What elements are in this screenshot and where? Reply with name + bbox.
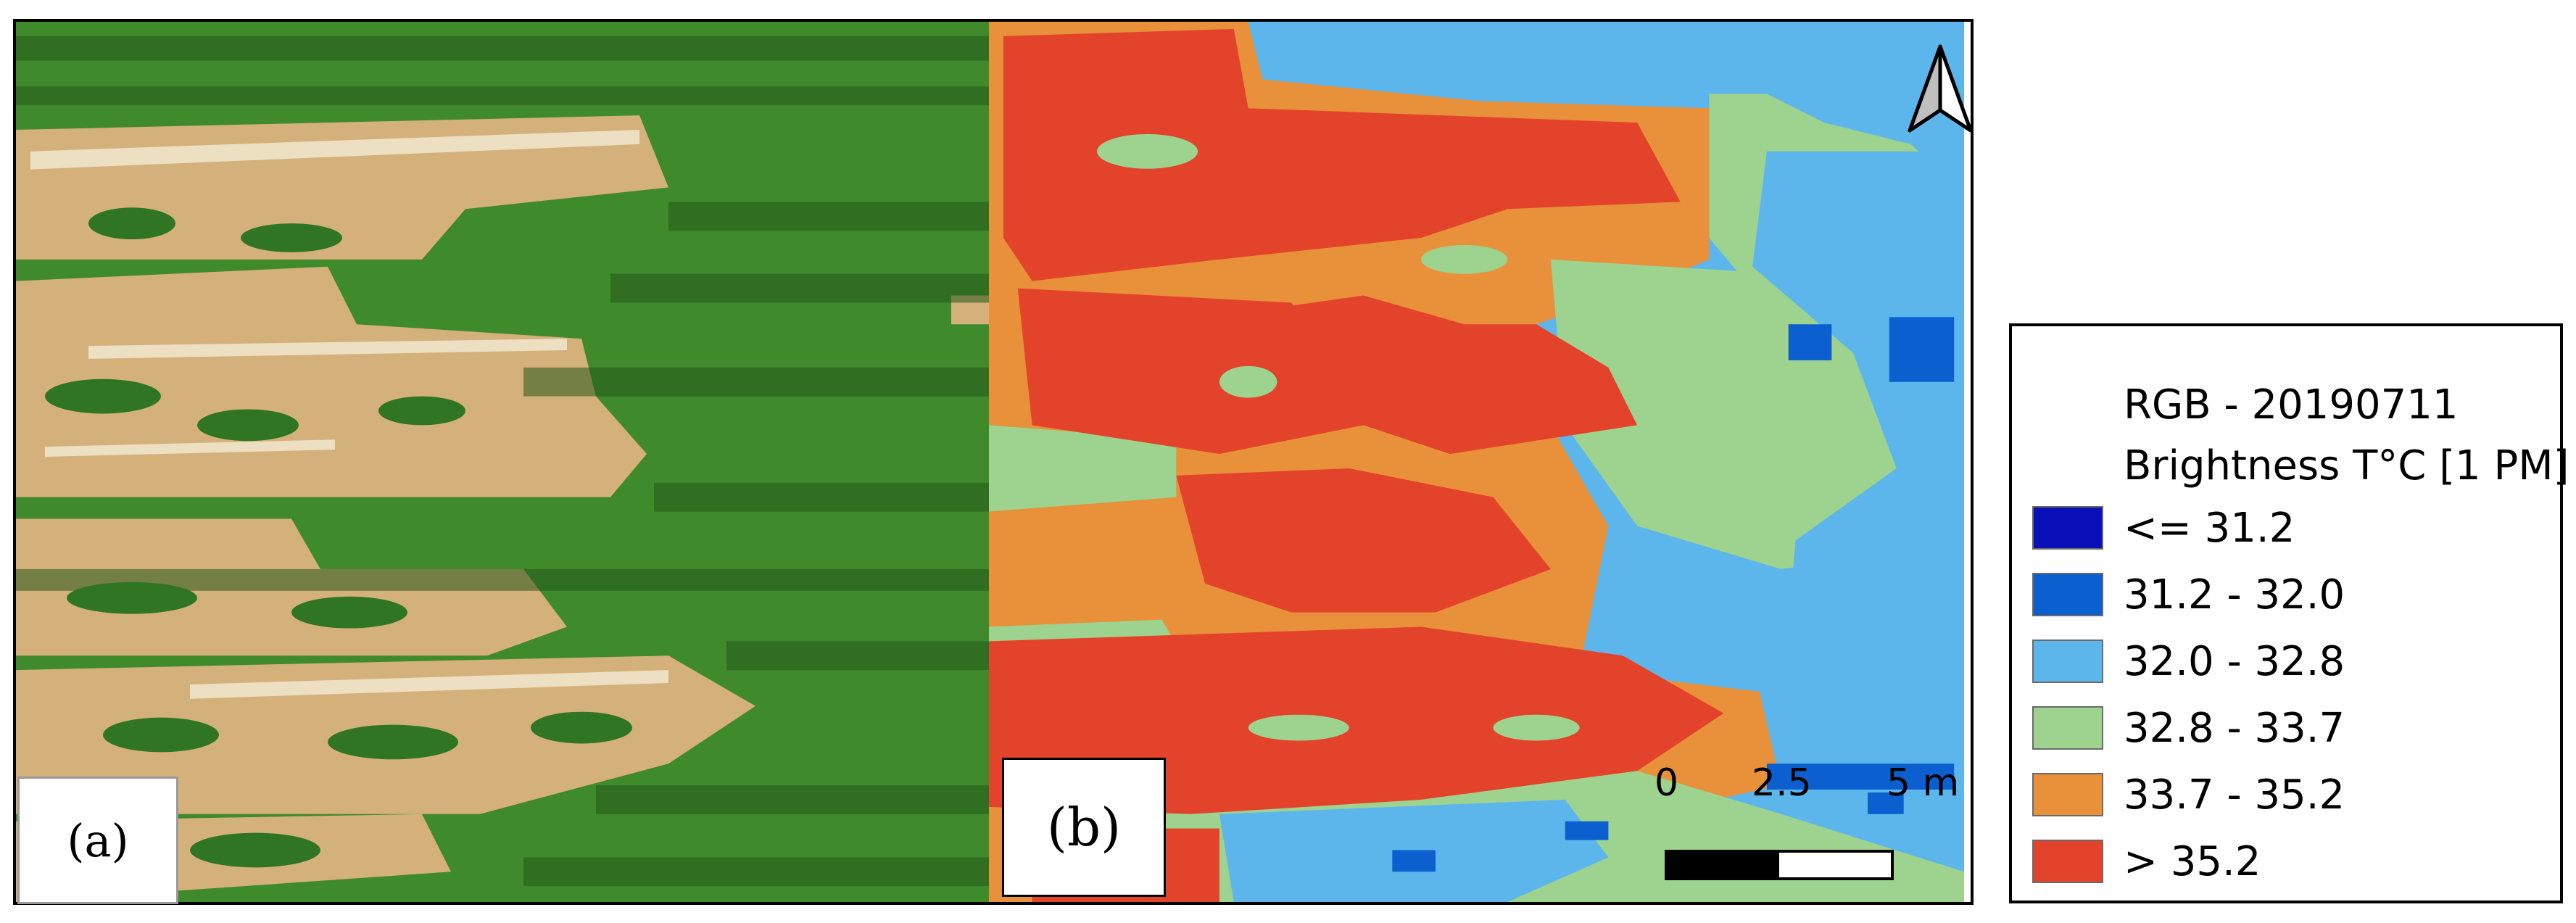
scale-tick-0: 0 <box>1654 761 1679 805</box>
legend-swatch <box>2032 573 2103 616</box>
legend-item: 32.0 - 32.8 <box>2032 637 2345 685</box>
cooler-spots <box>1097 133 1580 741</box>
legend-swatch <box>2032 773 2103 816</box>
legend-label: 31.2 - 32.0 <box>2124 571 2345 618</box>
tractor-tracks <box>30 130 668 699</box>
scale-tick-2-5: 2.5 <box>1752 761 1812 805</box>
legend-label: 32.8 - 33.7 <box>2124 704 2345 752</box>
legend-item: <= 31.2 <box>2032 504 2295 552</box>
legend-swatch <box>2032 640 2103 683</box>
map-frame <box>13 19 1974 905</box>
scale-tick-5m: 5 m <box>1887 761 1960 805</box>
legend-label: 33.7 - 35.2 <box>2124 771 2345 819</box>
legend: RGB - 20190711 Brightness T°C [1 PM] <= … <box>2009 323 2569 903</box>
legend-item: 33.7 - 35.2 <box>2032 771 2345 819</box>
scale-bar-black-segment <box>1668 853 1779 877</box>
legend-label: 32.0 - 32.8 <box>2124 637 2345 685</box>
legend-label: > 35.2 <box>2124 837 2261 885</box>
scattered-plants <box>45 207 632 868</box>
legend-item: 31.2 - 32.0 <box>2032 571 2345 618</box>
legend-label: <= 31.2 <box>2124 504 2295 552</box>
scale-bar-graphic <box>1665 850 1894 880</box>
legend-title-variable: Brightness T°C [1 PM] <box>2124 442 2569 489</box>
legend-item: 32.8 - 33.7 <box>2032 704 2345 752</box>
north-arrow-icon <box>1908 44 1973 133</box>
legend-title-date: RGB - 20190711 <box>2124 381 2459 429</box>
legend-swatch <box>2032 506 2103 550</box>
coldest-spots <box>1392 317 1955 872</box>
thermal-map <box>989 22 1965 902</box>
legend-swatch <box>2032 706 2103 750</box>
panel-label-b: (b) <box>1002 758 1166 897</box>
legend-swatch <box>2032 840 2103 883</box>
rgb-orthophoto <box>16 22 989 902</box>
legend-item: > 35.2 <box>2032 838 2261 885</box>
scale-bar: 0 2.5 5 m <box>1639 761 1959 880</box>
panel-label-a: (a) <box>17 777 178 904</box>
